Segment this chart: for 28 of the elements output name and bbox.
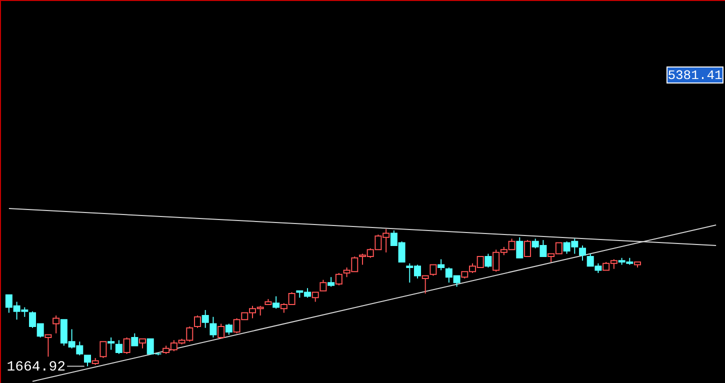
candlestick <box>320 279 327 292</box>
candlestick <box>139 338 146 349</box>
candlestick <box>335 272 342 286</box>
text: 5381.41 <box>668 68 723 83</box>
candlestick <box>100 341 107 359</box>
candlestick <box>438 258 445 271</box>
candlestick <box>422 275 429 294</box>
candlestick <box>579 245 586 262</box>
annotation: 1664.92 <box>6 359 66 376</box>
candlestick <box>272 296 280 310</box>
candlestick <box>484 253 492 268</box>
candlestick <box>108 336 115 350</box>
candlestick <box>312 292 319 302</box>
candlestick <box>516 236 524 258</box>
candlestick <box>194 315 201 328</box>
candlestick <box>210 316 217 338</box>
candlestick <box>202 310 209 328</box>
candlestick <box>123 336 130 354</box>
candlestick <box>524 240 531 258</box>
candlestick <box>218 323 225 340</box>
candlestick <box>328 276 335 288</box>
candlestick <box>115 340 122 354</box>
candlestick <box>52 315 60 334</box>
candlestick <box>84 354 91 367</box>
candlestick <box>131 332 138 346</box>
candlestick <box>44 334 52 358</box>
candlestick <box>430 264 437 276</box>
candlestick <box>225 323 232 336</box>
